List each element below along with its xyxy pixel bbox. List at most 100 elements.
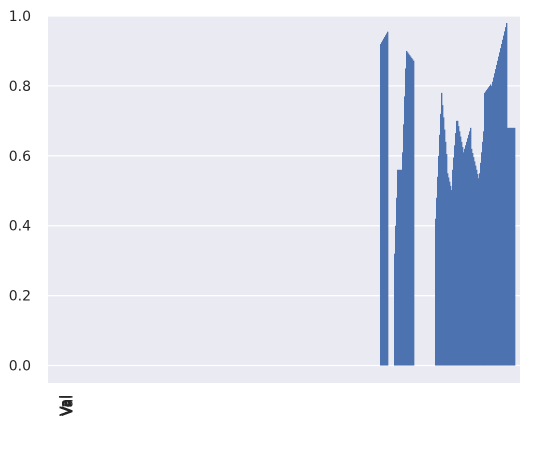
bar-387 xyxy=(455,133,457,366)
bar-375 xyxy=(443,117,445,366)
bar-381 xyxy=(449,181,451,366)
bar-315 xyxy=(383,38,385,366)
bar-391 xyxy=(459,131,461,366)
bar-446 xyxy=(514,127,516,366)
bar-395 xyxy=(463,152,465,366)
bar-317 xyxy=(385,35,387,366)
bar-344 xyxy=(412,59,414,366)
bar-443 xyxy=(511,127,513,366)
bar-398 xyxy=(466,141,468,366)
bar-345 xyxy=(413,60,415,366)
bar-420 xyxy=(488,87,490,366)
bar-386 xyxy=(454,145,456,366)
bar-427 xyxy=(495,69,497,366)
bar-426 xyxy=(494,73,496,366)
bar-396 xyxy=(464,148,466,366)
bar-394 xyxy=(462,147,464,366)
bar-393 xyxy=(461,141,463,366)
bar-389 xyxy=(457,120,459,366)
bar-368 xyxy=(436,197,438,366)
bar-392 xyxy=(460,136,462,366)
bar-369 xyxy=(437,176,439,366)
bar-370 xyxy=(438,155,440,366)
bar-336 xyxy=(404,96,406,366)
bars xyxy=(380,22,516,366)
bar-421 xyxy=(489,85,491,366)
bar-342 xyxy=(410,56,412,366)
bar-335 xyxy=(403,124,405,366)
bar-406 xyxy=(474,161,476,366)
bar-429 xyxy=(497,60,499,366)
bar-338 xyxy=(406,50,408,366)
bar-378 xyxy=(446,154,448,366)
bar-376 xyxy=(444,129,446,366)
bar-435 xyxy=(503,35,505,366)
y-tick-label: 0.6 xyxy=(9,149,31,165)
bar-372 xyxy=(440,113,442,366)
bar-437 xyxy=(505,27,507,366)
bar-445 xyxy=(513,127,515,366)
bar-312 xyxy=(380,43,382,366)
bar-333 xyxy=(401,169,403,366)
bar-374 xyxy=(442,105,444,366)
bar-430 xyxy=(498,56,500,366)
x-tick-label: Val xyxy=(58,395,74,416)
bar-388 xyxy=(456,120,458,366)
bar-432 xyxy=(500,48,502,366)
grid-lines xyxy=(48,15,520,367)
bar-380 xyxy=(448,177,450,366)
bar-415 xyxy=(483,131,485,366)
bar-390 xyxy=(458,126,460,366)
bar-440 xyxy=(508,127,510,366)
x-tick-label: Val xyxy=(60,395,76,416)
x-tick-label: Val xyxy=(59,395,75,416)
bar-367 xyxy=(435,218,437,366)
bar-431 xyxy=(499,52,501,366)
bar-402 xyxy=(470,127,472,366)
bar-319 xyxy=(387,31,389,366)
bar-379 xyxy=(447,173,449,366)
bar-313 xyxy=(381,42,383,366)
bar-332 xyxy=(400,169,402,366)
bar-371 xyxy=(439,134,441,366)
bar-411 xyxy=(479,173,481,366)
bar-428 xyxy=(496,64,498,366)
y-tick-label: 1.0 xyxy=(9,9,31,25)
bar-418 xyxy=(486,90,488,366)
bar-422 xyxy=(490,84,492,366)
y-tick-label: 0.0 xyxy=(9,359,31,375)
y-tick-label: 0.8 xyxy=(9,79,31,95)
bar-328 xyxy=(396,197,398,366)
bar-337 xyxy=(405,68,407,366)
bar-442 xyxy=(510,127,512,366)
bar-408 xyxy=(476,169,478,366)
bar-329 xyxy=(397,169,399,366)
bar-384 xyxy=(452,169,454,366)
bar-416 xyxy=(484,92,486,366)
bar-397 xyxy=(465,145,467,366)
bar-340 xyxy=(408,53,410,366)
bar-401 xyxy=(469,131,471,366)
bar-434 xyxy=(502,39,504,366)
bar-441 xyxy=(509,127,511,366)
bar-327 xyxy=(395,225,397,366)
bar-318 xyxy=(386,33,388,366)
bar-438 xyxy=(506,22,508,366)
bar-339 xyxy=(407,52,409,366)
bar-419 xyxy=(487,88,489,366)
y-tick-labels: 0.0 0.2 0.4 0.6 0.8 1.0 xyxy=(9,9,31,375)
bar-404 xyxy=(472,153,474,366)
bar-331 xyxy=(399,169,401,366)
bar-326 xyxy=(394,253,396,366)
bar-377 xyxy=(445,141,447,366)
bar-414 xyxy=(482,141,484,366)
bar-400 xyxy=(468,134,470,366)
bar-410 xyxy=(478,178,480,366)
x-tick-label: Val xyxy=(60,395,76,416)
bar-409 xyxy=(477,173,479,366)
x-tick-label: Val xyxy=(58,395,74,416)
bar-383 xyxy=(451,190,453,366)
bar-407 xyxy=(475,165,477,366)
